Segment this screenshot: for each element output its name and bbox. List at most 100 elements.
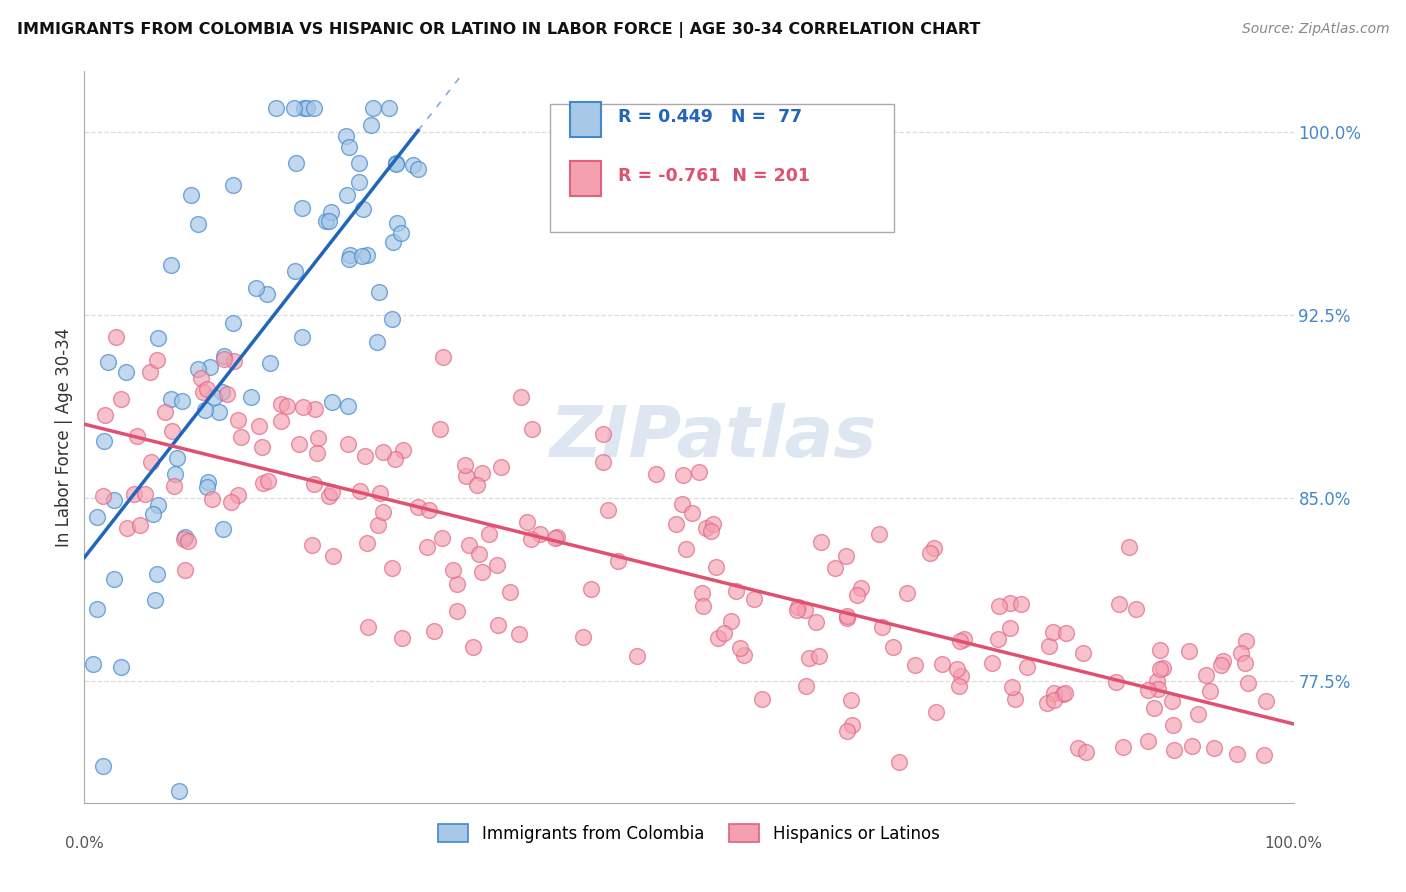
Point xyxy=(194,402,217,417)
Point xyxy=(353,449,375,463)
Point xyxy=(882,640,904,655)
Point xyxy=(174,530,197,544)
Point xyxy=(700,524,723,538)
Point xyxy=(1000,680,1022,694)
Point xyxy=(295,101,318,115)
Point xyxy=(922,541,945,555)
Point xyxy=(201,492,224,507)
Point xyxy=(1118,540,1140,554)
Point xyxy=(1160,694,1182,708)
Point xyxy=(176,534,198,549)
Point xyxy=(391,631,413,645)
Point xyxy=(949,634,972,648)
Point xyxy=(283,101,305,115)
Point xyxy=(948,679,970,693)
Point xyxy=(249,419,271,434)
Point xyxy=(1105,675,1128,690)
Point xyxy=(347,175,370,189)
Point xyxy=(692,599,714,613)
Point xyxy=(544,532,567,546)
Point xyxy=(134,487,156,501)
Point xyxy=(485,558,508,573)
Point xyxy=(486,618,509,632)
Point xyxy=(794,603,817,617)
Point xyxy=(406,161,429,176)
Point xyxy=(446,576,468,591)
Point xyxy=(931,657,953,671)
Point xyxy=(207,404,229,418)
Point xyxy=(226,488,249,502)
Point xyxy=(169,783,191,797)
Point xyxy=(228,413,250,427)
Point xyxy=(529,526,551,541)
Point xyxy=(665,516,688,531)
Point xyxy=(337,252,360,266)
Point xyxy=(146,353,169,368)
Point xyxy=(186,217,208,231)
Point xyxy=(1071,646,1094,660)
Point xyxy=(471,565,494,579)
Point xyxy=(733,648,755,663)
Point xyxy=(1052,687,1074,701)
Point xyxy=(190,371,212,385)
Point xyxy=(522,422,544,436)
Point xyxy=(516,515,538,529)
Point xyxy=(337,400,360,414)
Point xyxy=(508,627,530,641)
Point xyxy=(835,609,858,624)
Point xyxy=(1136,734,1159,748)
Point xyxy=(214,349,236,363)
Point xyxy=(835,611,858,625)
Point xyxy=(285,155,308,169)
Point xyxy=(211,522,233,536)
Point xyxy=(356,536,378,550)
Point xyxy=(998,596,1021,610)
Point xyxy=(115,521,138,535)
Point xyxy=(695,521,717,535)
Point xyxy=(924,705,946,719)
Point xyxy=(688,465,710,479)
Point xyxy=(1015,660,1038,674)
Point xyxy=(160,392,183,406)
Point xyxy=(318,214,340,228)
Point xyxy=(889,755,911,769)
Text: ZIPatlas: ZIPatlas xyxy=(550,402,877,472)
Point xyxy=(129,518,152,533)
Point xyxy=(381,235,404,249)
Point xyxy=(219,494,242,508)
Point xyxy=(870,620,893,634)
Point xyxy=(347,156,370,170)
Point xyxy=(141,455,163,469)
Point xyxy=(385,156,408,170)
Point xyxy=(195,480,218,494)
Point xyxy=(105,330,128,344)
Point xyxy=(1067,740,1090,755)
Point xyxy=(849,581,872,595)
Point xyxy=(1226,747,1249,762)
Point xyxy=(681,506,703,520)
Point xyxy=(110,392,132,406)
Point xyxy=(103,572,125,586)
Point xyxy=(454,469,477,483)
Point xyxy=(170,393,193,408)
Point xyxy=(127,429,149,443)
Point xyxy=(385,216,408,230)
Point xyxy=(702,517,724,532)
Point xyxy=(807,648,830,663)
Point xyxy=(302,101,325,115)
Point xyxy=(1187,707,1209,722)
Point xyxy=(284,264,307,278)
Point xyxy=(356,248,378,262)
Point xyxy=(276,399,298,413)
Point xyxy=(841,717,863,731)
Point xyxy=(270,414,292,428)
Point xyxy=(1000,621,1022,635)
Point xyxy=(173,563,195,577)
Point xyxy=(744,592,766,607)
Point xyxy=(645,467,668,482)
Point xyxy=(315,213,337,227)
Point xyxy=(155,405,177,419)
Point xyxy=(143,592,166,607)
Point xyxy=(259,356,281,370)
Point xyxy=(918,546,941,560)
